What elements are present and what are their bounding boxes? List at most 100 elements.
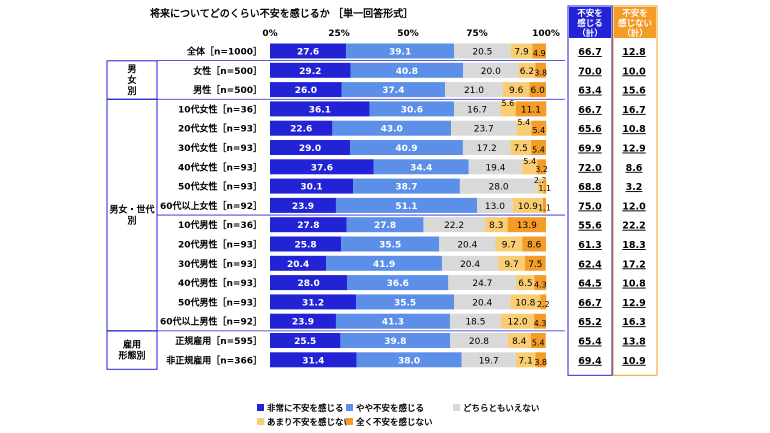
total-anxious-value: 55.6 [578,221,602,232]
bar-segment-3 [444,82,503,98]
bar-segment-2 [326,255,442,271]
legend-label: 非常に不安を感じる [267,403,344,414]
total-anxious-value: 75.0 [578,201,602,212]
total-anxious-value: 68.8 [578,182,602,193]
bar-segment-3 [441,255,499,271]
axis-tick-label: 75% [466,29,488,39]
total-anxious-value: 64.5 [578,279,601,290]
bar-value-label: 31.4 [302,356,324,366]
bar-value-label: 20.4 [472,298,492,308]
bar-value-label: 6.0 [531,86,546,96]
bar-segment-4 [495,236,523,252]
bar-value-label: 10.9 [518,202,538,212]
total-anxious-value: 65.2 [578,317,601,328]
bar-segment-5 [537,159,546,175]
summary-column-box [567,5,613,376]
bar-segment-4 [510,140,532,155]
bar-value-label: 5.4 [518,118,531,127]
legend-label: 全く不安を感じない [355,417,433,428]
bar-value-label: 36.1 [309,105,331,115]
bar-value-label: 10.8 [515,298,535,308]
bar-value-label: 31.2 [302,298,324,308]
total-not-anxious-value: 16.3 [622,317,645,328]
row-label: 男性［n=500］ [193,84,262,96]
total-anxious-value: 70.0 [578,66,602,77]
bar-segment-4 [537,178,544,194]
bar-segment-1 [270,217,347,233]
bar-segment-2 [341,236,440,252]
bar-segment-1 [270,43,347,59]
group-box [106,330,158,370]
total-anxious-value: 72.0 [578,163,602,174]
legend-label: あまり不安を感じない [267,417,352,428]
bar-value-label: 28.0 [298,279,320,289]
bar-value-label: 23.9 [292,318,314,328]
bar-value-label: 5.4 [532,146,545,155]
bar-value-label: 6.2 [520,67,534,77]
bar-value-label: 12.0 [508,318,528,328]
bar-segment-3 [462,140,511,155]
bar-value-label: 3.2 [535,165,548,174]
bar-segment-2 [346,217,424,233]
bar-segment-5 [540,294,547,310]
bar-value-label: 23.9 [292,202,314,212]
total-not-anxious-value: 10.8 [622,279,646,290]
row-label: 全体［n=1000］ [186,46,262,58]
bar-value-label: 5.4 [523,157,536,166]
bar-segment-2 [346,43,455,59]
bar-value-label: 27.8 [297,221,319,231]
bar-segment-2 [350,140,463,155]
bar-value-label: 35.5 [394,298,416,308]
bar-segment-3 [439,236,496,252]
bar-segment-5 [535,62,546,78]
bar-segment-5 [529,82,546,98]
bar-value-label: 5.4 [532,126,545,135]
bar-segment-1 [270,140,351,155]
bar-value-label: 8.3 [489,221,503,231]
bar-segment-4 [516,120,532,136]
bar-value-label: 35.5 [379,241,401,251]
bar-segment-2 [340,333,451,348]
row-label: 正規雇用［n=595］ [175,335,262,347]
bar-value-label: 13.0 [485,202,505,212]
bar-segment-3 [461,352,516,368]
bar-value-label: 28.0 [489,183,509,193]
row-label: 50代女性［n=93］ [178,181,262,193]
total-not-anxious-value: 15.6 [622,86,646,97]
bar-segment-1 [270,62,351,78]
total-anxious-value: 69.4 [578,356,602,367]
total-anxious-value: 69.9 [578,144,601,155]
bar-segment-5 [543,178,547,194]
row-label: 40代女性［n=93］ [178,161,262,173]
bar-segment-5 [530,333,546,348]
bar-segment-3 [463,62,519,78]
bar-value-label: 20.4 [287,260,309,270]
legend-swatch [346,404,353,411]
legend-label: やや不安を感じる [356,403,424,414]
total-not-anxious-value: 10.8 [622,124,646,135]
bar-value-label: 5.4 [532,339,545,348]
summary-header-label: 不安を感じない（計） [618,8,652,39]
bar-segment-4 [512,197,543,213]
total-anxious-value: 66.7 [578,105,601,116]
bar-value-label: 27.8 [374,221,396,231]
bar-value-label: 19.4 [485,163,505,173]
total-anxious-value: 65.4 [578,337,602,348]
summary-header-label: 不安を感じる（計） [577,8,603,39]
bar-value-label: 4.9 [533,49,546,58]
bar-value-label: 30.1 [300,183,322,193]
bar-value-label: 39.1 [389,48,411,58]
bar-value-label: 4.3 [534,319,547,328]
bar-value-label: 2.2 [537,300,550,309]
bar-segment-4 [522,159,538,175]
bar-segment-1 [270,178,354,194]
bar-value-label: 29.2 [299,67,321,77]
bar-segment-3 [454,294,511,310]
bar-value-label: 41.9 [373,260,395,270]
bar-value-label: 20.4 [457,241,477,251]
bar-segment-1 [270,236,342,252]
bar-segment-3 [448,275,517,291]
bar-segment-2 [369,101,455,117]
total-anxious-value: 65.6 [578,124,602,135]
bar-segment-4 [484,217,508,233]
